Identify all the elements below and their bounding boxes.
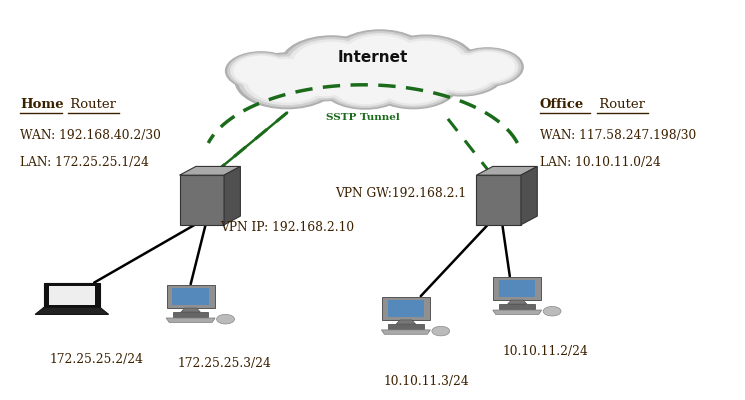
Polygon shape xyxy=(35,307,109,314)
Circle shape xyxy=(234,56,288,85)
Circle shape xyxy=(375,64,451,105)
Text: 10.10.11.3/24: 10.10.11.3/24 xyxy=(384,375,469,388)
Circle shape xyxy=(322,63,408,109)
Circle shape xyxy=(339,34,421,78)
Circle shape xyxy=(332,68,398,104)
Polygon shape xyxy=(167,285,215,308)
Circle shape xyxy=(239,55,335,107)
Text: VPN GW:192.168.2.1: VPN GW:192.168.2.1 xyxy=(335,187,466,200)
Polygon shape xyxy=(476,175,521,225)
Text: 172.25.25.3/24: 172.25.25.3/24 xyxy=(177,357,271,370)
Text: LAN: 172.25.25.1/24: LAN: 172.25.25.1/24 xyxy=(20,156,149,170)
Circle shape xyxy=(422,52,501,94)
Circle shape xyxy=(283,57,365,101)
Text: Router: Router xyxy=(595,98,645,111)
Polygon shape xyxy=(387,300,424,317)
Polygon shape xyxy=(381,330,431,334)
Text: WAN: 192.168.40.2/30: WAN: 192.168.40.2/30 xyxy=(20,129,161,142)
Circle shape xyxy=(429,55,494,90)
Circle shape xyxy=(228,53,294,89)
Circle shape xyxy=(452,48,523,86)
Polygon shape xyxy=(493,277,542,300)
Circle shape xyxy=(379,67,447,103)
Polygon shape xyxy=(499,280,536,297)
Circle shape xyxy=(385,39,467,83)
Polygon shape xyxy=(521,166,537,225)
Circle shape xyxy=(290,60,359,98)
Circle shape xyxy=(231,55,291,87)
Polygon shape xyxy=(381,297,430,320)
Circle shape xyxy=(457,51,518,83)
Circle shape xyxy=(217,314,235,324)
Circle shape xyxy=(432,326,450,336)
Polygon shape xyxy=(181,308,200,312)
Polygon shape xyxy=(44,284,100,307)
Text: Internet: Internet xyxy=(337,50,408,64)
Circle shape xyxy=(425,53,498,92)
Text: Router: Router xyxy=(66,98,116,111)
Circle shape xyxy=(369,61,458,109)
Circle shape xyxy=(285,38,378,88)
Text: 10.10.11.2/24: 10.10.11.2/24 xyxy=(502,345,589,358)
Circle shape xyxy=(226,52,297,90)
Circle shape xyxy=(335,32,425,80)
Circle shape xyxy=(329,66,402,106)
Polygon shape xyxy=(224,166,241,225)
Circle shape xyxy=(289,40,375,86)
Circle shape xyxy=(281,36,382,90)
Circle shape xyxy=(294,42,370,84)
Text: 172.25.25.2/24: 172.25.25.2/24 xyxy=(50,353,144,366)
Circle shape xyxy=(247,60,326,102)
Circle shape xyxy=(543,306,561,316)
Circle shape xyxy=(372,63,454,107)
Text: Office: Office xyxy=(539,98,584,111)
Polygon shape xyxy=(476,166,537,175)
Circle shape xyxy=(419,50,504,96)
Circle shape xyxy=(390,41,463,80)
Polygon shape xyxy=(499,304,535,309)
Circle shape xyxy=(294,62,355,96)
Circle shape xyxy=(343,36,416,76)
Circle shape xyxy=(454,49,521,85)
Polygon shape xyxy=(166,318,215,322)
Text: LAN: 10.10.11.0/24: LAN: 10.10.11.0/24 xyxy=(539,156,660,170)
Polygon shape xyxy=(492,310,542,314)
Circle shape xyxy=(378,35,474,87)
Polygon shape xyxy=(173,288,209,305)
Polygon shape xyxy=(173,312,209,317)
Circle shape xyxy=(325,64,405,108)
Circle shape xyxy=(332,30,428,82)
Polygon shape xyxy=(48,286,95,305)
Circle shape xyxy=(235,53,339,109)
Polygon shape xyxy=(388,324,424,329)
Polygon shape xyxy=(180,166,241,175)
Circle shape xyxy=(243,57,332,104)
Circle shape xyxy=(460,52,515,82)
Circle shape xyxy=(286,58,362,99)
Text: WAN: 117.58.247.198/30: WAN: 117.58.247.198/30 xyxy=(539,129,696,142)
Polygon shape xyxy=(396,320,416,324)
Text: Home: Home xyxy=(20,98,63,111)
Text: VPN IP: 192.168.2.10: VPN IP: 192.168.2.10 xyxy=(221,221,355,234)
Circle shape xyxy=(381,37,471,85)
Text: SSTP Tunnel: SSTP Tunnel xyxy=(326,113,400,122)
Polygon shape xyxy=(180,175,224,225)
Polygon shape xyxy=(507,300,527,304)
